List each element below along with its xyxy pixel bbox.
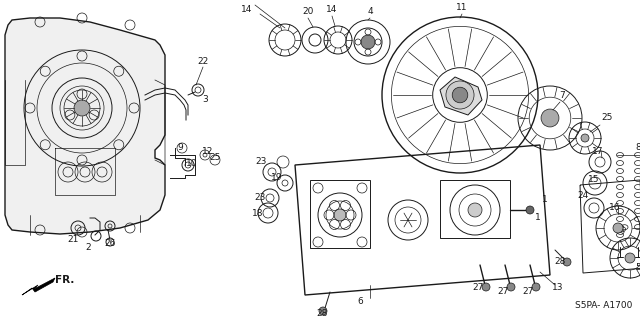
Circle shape [482,283,490,291]
Polygon shape [22,278,55,295]
Text: 28: 28 [316,308,328,317]
Text: 23: 23 [255,158,267,167]
Circle shape [361,35,375,49]
Text: 13: 13 [552,283,564,292]
Text: 19: 19 [271,174,283,182]
Polygon shape [5,18,165,234]
Text: 23: 23 [254,192,266,202]
Text: 10: 10 [186,159,198,167]
Text: 1: 1 [535,213,541,222]
Text: 14: 14 [326,5,338,14]
Text: 22: 22 [197,57,209,66]
Circle shape [507,283,515,291]
Text: 15: 15 [588,174,600,183]
Text: FR.: FR. [55,275,74,285]
Text: 9: 9 [177,144,183,152]
Circle shape [625,253,635,263]
Text: 2: 2 [85,243,91,253]
Circle shape [541,109,559,127]
Circle shape [319,307,327,315]
Text: 25: 25 [209,153,221,162]
Text: 20: 20 [302,8,314,17]
Text: 24: 24 [577,190,589,199]
Text: 27: 27 [522,286,534,295]
Text: 11: 11 [456,4,468,12]
Bar [310,180,370,248]
Text: 18: 18 [252,209,264,218]
Circle shape [446,81,474,109]
Text: 7: 7 [559,92,565,100]
Circle shape [74,100,90,116]
Text: 8: 8 [635,144,640,152]
Text: 27: 27 [497,286,509,295]
Text: 14: 14 [241,5,253,14]
Text: 1: 1 [542,196,548,204]
Circle shape [452,87,468,103]
Text: 28: 28 [554,257,566,266]
Bar [440,180,510,238]
Text: 16: 16 [609,204,621,212]
Circle shape [563,258,571,266]
Text: 12: 12 [202,147,214,157]
Circle shape [526,206,534,214]
Circle shape [581,134,589,142]
Text: 6: 6 [357,298,363,307]
Circle shape [468,203,482,217]
Text: 21: 21 [67,235,79,244]
Text: 25: 25 [602,114,612,122]
Text: 5: 5 [635,263,640,272]
Polygon shape [440,77,482,115]
Circle shape [532,283,540,291]
Text: S5PA- A1700: S5PA- A1700 [575,300,632,309]
Text: 4: 4 [367,8,373,17]
Text: 3: 3 [202,95,208,105]
Circle shape [334,209,346,221]
Text: 26: 26 [104,240,116,249]
Text: 17: 17 [592,147,604,157]
Text: 27: 27 [472,284,484,293]
Circle shape [613,223,623,233]
